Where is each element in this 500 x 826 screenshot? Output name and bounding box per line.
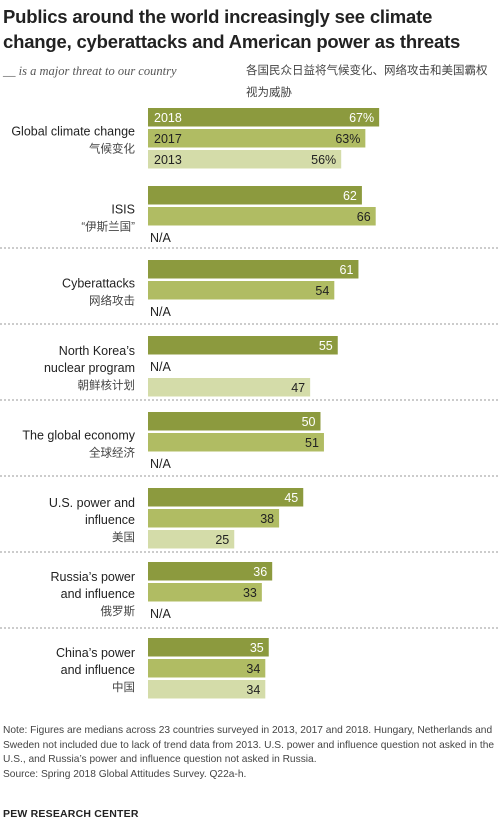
- bar-value-label: 55: [319, 339, 333, 353]
- category-label: ISIS: [111, 203, 135, 217]
- bar: [148, 509, 280, 528]
- na-label: N/A: [150, 457, 172, 471]
- bar-value-label: 33: [243, 586, 257, 600]
- bar-value-label: 63%: [335, 132, 360, 146]
- brand-logo-text: PEW RESEARCH CENTER: [3, 808, 139, 820]
- category-label-chinese: “伊斯兰国”: [81, 221, 135, 234]
- bar-value-label: 47: [291, 381, 305, 395]
- category-label: nuclear program: [44, 361, 135, 375]
- bar-chart: Global climate change 气候变化 67% 2018 63% 2017 5…: [0, 108, 500, 699]
- na-label: N/A: [150, 607, 172, 621]
- bar-value-label: 34: [246, 683, 260, 697]
- bar-value-label: 61: [340, 263, 354, 277]
- bar-value-label: 50: [302, 415, 316, 429]
- na-label: N/A: [150, 305, 172, 319]
- category-label-chinese: 网络攻击: [89, 294, 135, 308]
- series-label: 2018: [154, 111, 182, 125]
- bar: [148, 412, 321, 431]
- category-label: and influence: [61, 663, 135, 677]
- category-label-chinese: 全球经济: [89, 446, 135, 460]
- category-label: Cyberattacks: [62, 277, 135, 291]
- series-label: 2017: [154, 132, 182, 146]
- chart-title: Publics around the world increasingly se…: [3, 6, 461, 52]
- bar-value-label: 67%: [349, 111, 374, 125]
- bar-value-label: 66: [357, 210, 371, 224]
- bar-value-label: 45: [284, 491, 298, 505]
- na-label: N/A: [150, 231, 172, 245]
- bar: [148, 583, 262, 602]
- bar-value-label: 35: [250, 641, 264, 655]
- bar-value-label: 56%: [311, 153, 336, 167]
- bar: [148, 108, 380, 127]
- bar: [148, 488, 304, 507]
- bar-value-label: 38: [260, 512, 274, 526]
- bar: [148, 150, 342, 169]
- bar-value-label: 51: [305, 436, 319, 450]
- category-label: China’s power: [56, 646, 135, 660]
- bar-value-label: 62: [343, 189, 357, 203]
- bar: [148, 207, 376, 226]
- category-label: Russia’s power: [50, 570, 135, 584]
- category-label-chinese: 美国: [112, 530, 135, 544]
- bar: [148, 281, 335, 300]
- category-label-chinese: 朝鲜核计划: [78, 378, 136, 392]
- category-label: Global climate change: [11, 125, 135, 139]
- bar: [148, 659, 266, 678]
- category-label: North Korea’s: [59, 344, 135, 358]
- bar: [148, 562, 273, 581]
- category-label: U.S. power and: [49, 496, 135, 510]
- bar: [148, 378, 311, 397]
- bar: [148, 638, 269, 657]
- bar-value-label: 36: [253, 565, 267, 579]
- bar-value-label: 25: [215, 533, 229, 547]
- footnote: Note: Figures are medians across 23 coun…: [3, 724, 497, 782]
- bar: [148, 433, 324, 452]
- bar: [148, 186, 362, 205]
- na-label: N/A: [150, 360, 172, 374]
- series-label: 2013: [154, 153, 182, 167]
- chart-subtitle: __ is a major threat to our country: [3, 64, 177, 78]
- bar: [148, 680, 266, 699]
- bar: [148, 336, 338, 355]
- bar-value-label: 34: [246, 662, 260, 676]
- bar-value-label: 54: [315, 284, 329, 298]
- category-label-chinese: 气候变化: [89, 142, 135, 156]
- bar: [148, 129, 366, 148]
- bar: [148, 530, 235, 549]
- category-label-chinese: 俄罗斯: [101, 605, 136, 618]
- chart-subtitle-chinese: 各国民众日益将气候变化、网络攻击和美国霸权视为威胁: [246, 65, 488, 99]
- note-text: Note: Figures are medians across 23 coun…: [3, 725, 495, 766]
- category-label-chinese: 中国: [112, 681, 135, 694]
- category-label: influence: [85, 513, 135, 527]
- category-label: The global economy: [22, 429, 135, 443]
- bar: [148, 260, 359, 279]
- source-text: Source: Spring 2018 Global Attitudes Sur…: [3, 768, 247, 780]
- category-label: and influence: [61, 587, 135, 601]
